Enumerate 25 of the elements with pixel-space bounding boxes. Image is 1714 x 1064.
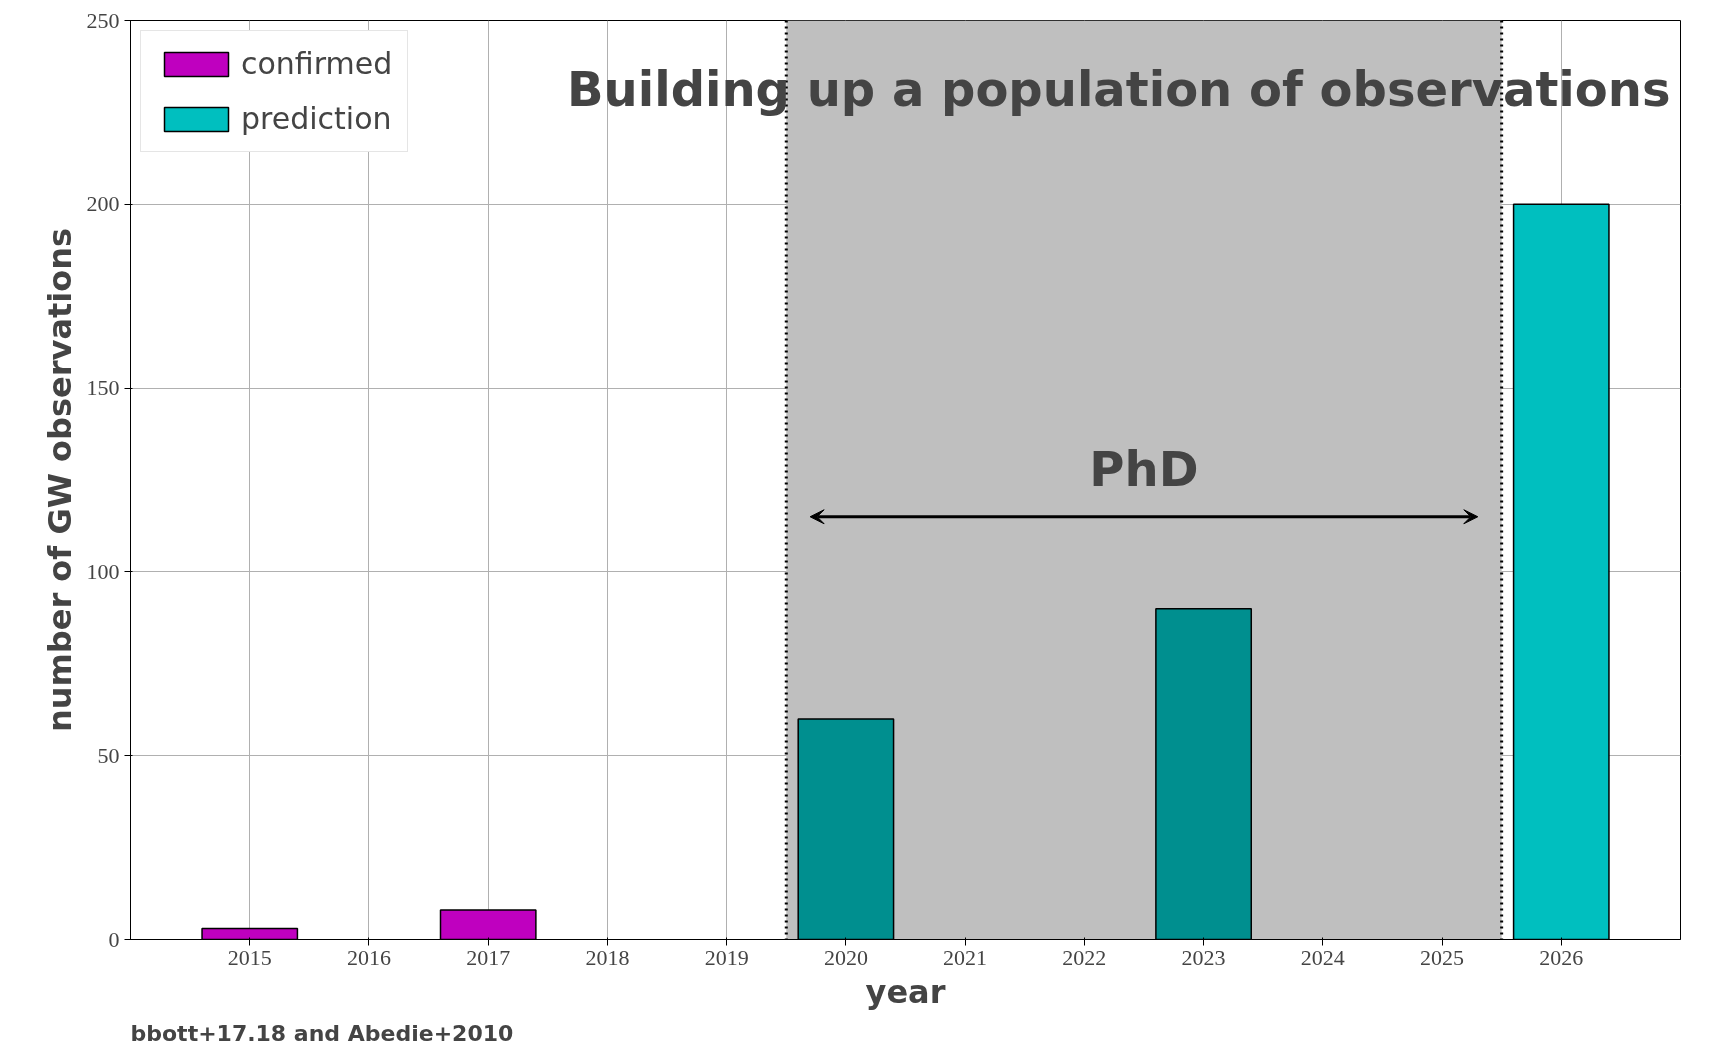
y-tick-label: 100 bbox=[86, 558, 120, 584]
y-tick-label: 250 bbox=[86, 7, 120, 33]
x-tick-label: 2019 bbox=[704, 944, 749, 970]
x-tick-label: 2023 bbox=[1181, 944, 1226, 970]
x-tick-label: 2024 bbox=[1300, 944, 1345, 970]
text: bbott+17.18 and Abedie+2010 bbox=[130, 1020, 514, 1046]
x-tick-label: 2022 bbox=[1062, 944, 1107, 970]
y-tick-label: 150 bbox=[86, 375, 120, 401]
y-tick-label: 50 bbox=[97, 742, 120, 768]
x-tick-label: 2017 bbox=[466, 944, 511, 970]
x-tick-label: 2021 bbox=[943, 944, 988, 970]
x-tick-label: 2025 bbox=[1420, 944, 1465, 970]
legend-label: confirmed bbox=[241, 46, 393, 81]
annotation: PhD bbox=[1089, 440, 1199, 497]
y-axis-title: number of GW observations bbox=[40, 227, 79, 733]
x-tick-label: 2018 bbox=[585, 944, 630, 970]
x-axis-title: year bbox=[865, 972, 946, 1011]
x-tick-label: 2020 bbox=[823, 944, 868, 970]
y-tick-label: 0 bbox=[108, 926, 120, 952]
text: Building up a population of observations bbox=[566, 60, 1671, 117]
y-tick-label: 200 bbox=[86, 191, 120, 217]
x-tick-label: 2016 bbox=[346, 944, 391, 970]
x-tick-label: 2015 bbox=[227, 944, 272, 970]
x-tick-label: 2026 bbox=[1539, 944, 1584, 970]
legend-label: prediction bbox=[241, 101, 392, 136]
